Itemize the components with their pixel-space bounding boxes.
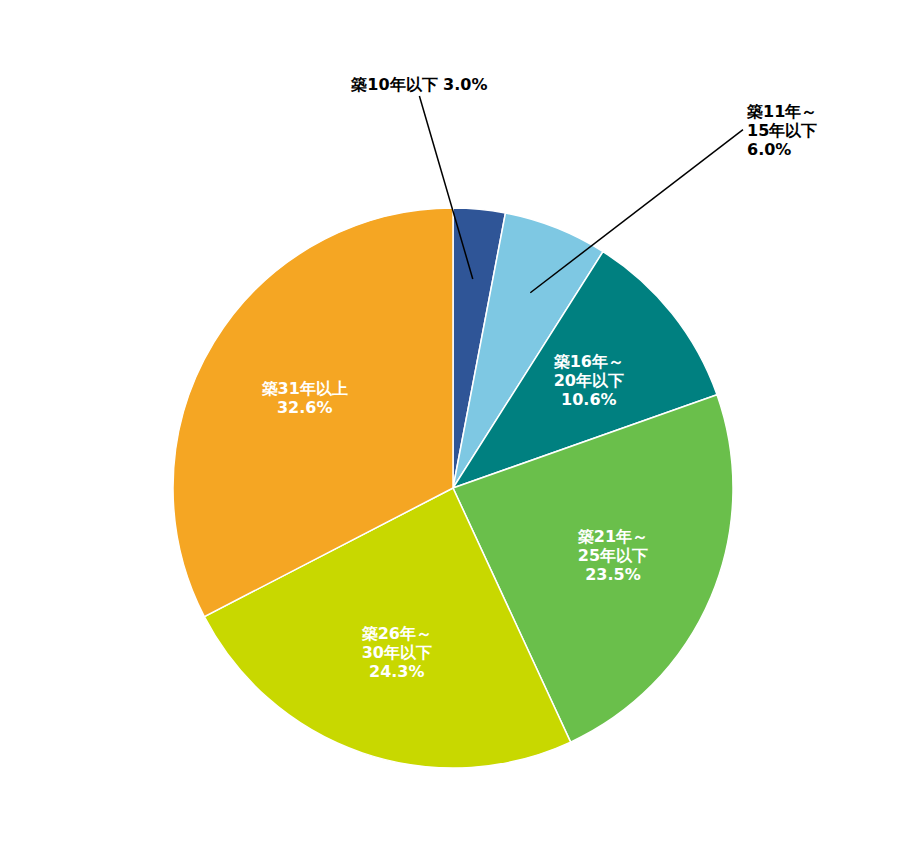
svg-text:築11年～15年以下6.0%: 築11年～15年以下6.0% [746,102,817,159]
svg-text:築31年以上32.6%: 築31年以上32.6% [261,379,348,417]
svg-text:築10年以下 3.0%: 築10年以下 3.0% [350,75,487,94]
svg-text:築26年～30年以下24.3%: 築26年～30年以下24.3% [361,624,432,681]
svg-text:築16年～20年以下10.6%: 築16年～20年以下10.6% [553,352,624,409]
svg-text:築21年～25年以下23.5%: 築21年～25年以下23.5% [577,527,648,584]
